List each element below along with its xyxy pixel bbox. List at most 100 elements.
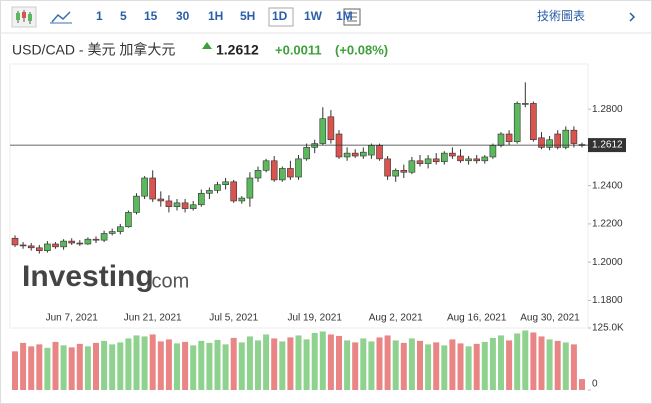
candle-body <box>359 151 367 157</box>
candle-body <box>368 145 375 156</box>
candle-body <box>562 129 570 148</box>
volume-bar <box>206 342 213 390</box>
volume-bar <box>465 346 472 390</box>
candle-body <box>473 158 481 162</box>
volume-bar <box>190 345 197 390</box>
volume-bar <box>109 344 116 390</box>
last-price-box <box>588 138 626 153</box>
volume-bar <box>20 342 27 390</box>
candle-body <box>52 243 59 248</box>
change-pct: (+0.08%) <box>335 42 388 57</box>
volume-bar <box>44 347 51 390</box>
volume-bar <box>84 346 91 390</box>
interval-button[interactable]: 1 <box>96 9 103 23</box>
candle-body <box>481 156 489 162</box>
x-tick-label: Jul 5, 2021 <box>209 313 258 324</box>
chevron[interactable] <box>629 12 636 22</box>
chart-button[interactable]: 技術圖表 <box>537 9 585 23</box>
candle-body <box>489 145 497 158</box>
candle-body <box>198 192 205 206</box>
volume-bar <box>319 331 326 390</box>
up-arrow <box>202 42 212 49</box>
volume-bar <box>238 342 245 390</box>
candle-body <box>521 103 529 105</box>
watermark-suffix: .com <box>146 270 189 292</box>
interval-button[interactable]: 1W <box>304 9 323 23</box>
volume-bar <box>311 332 318 390</box>
interval-button[interactable]: 1M <box>336 9 353 23</box>
candle-body <box>214 184 221 191</box>
x-tick-label: Aug 16, 2021 <box>447 313 507 324</box>
candle-body <box>570 129 578 144</box>
candle-body <box>125 212 132 228</box>
toolbar-icons <box>0 6 652 34</box>
volume-bar <box>36 344 43 390</box>
candle-body <box>303 147 310 160</box>
candle-body <box>108 231 116 234</box>
x-tick-label: Aug 2, 2021 <box>369 313 423 324</box>
volume-bar <box>198 340 205 390</box>
volume-bar <box>546 339 553 390</box>
candle-body <box>432 158 440 163</box>
volume-bar <box>449 339 456 390</box>
volume-bar <box>425 344 432 390</box>
candle-body <box>230 181 237 202</box>
watermark-brand: Investing <box>22 260 154 293</box>
volume-bar <box>368 341 375 390</box>
volume-bar <box>522 330 529 390</box>
candle-body <box>157 198 165 202</box>
candle-body <box>351 152 359 157</box>
candle-body <box>424 158 432 164</box>
volume-bar <box>263 334 270 390</box>
volume-bar <box>230 337 237 390</box>
candle-body <box>287 168 294 178</box>
volume-bar <box>271 338 278 390</box>
candle-body <box>189 204 197 209</box>
y-tick-label: 1.2400 <box>592 180 623 191</box>
volume-bar <box>157 341 164 390</box>
candle-body <box>206 190 213 194</box>
candle-body <box>76 242 84 245</box>
candle-body <box>505 133 513 142</box>
volume-bar <box>473 343 480 390</box>
volume-bar <box>530 332 537 390</box>
volume-bar <box>336 335 342 390</box>
candle-body <box>117 226 124 232</box>
candle-body <box>60 240 67 248</box>
candle-body <box>181 202 189 209</box>
interval-button[interactable]: 15 <box>144 9 158 23</box>
change: +0.0011 <box>275 42 322 57</box>
volume-bar <box>506 340 513 390</box>
interval-button[interactable]: 5 <box>120 9 127 23</box>
candle-body <box>408 160 416 173</box>
interval-button[interactable]: 1D <box>272 9 288 23</box>
volume-bar <box>133 335 140 390</box>
volume-bar <box>376 337 383 390</box>
y-tick-label: 1.2200 <box>592 219 623 230</box>
volume-bar <box>352 342 359 390</box>
selected-interval <box>268 7 294 27</box>
symbol: USD/CAD - 美元 加拿大元 <box>12 42 175 58</box>
candle-body <box>295 158 302 178</box>
line-icon[interactable] <box>51 11 71 23</box>
candle-body <box>222 181 229 185</box>
candle-body <box>246 177 254 199</box>
volume-bar <box>165 339 172 390</box>
interval-button[interactable]: 1H <box>208 9 223 23</box>
interval-button[interactable]: 30 <box>176 9 190 23</box>
candle-body <box>11 237 19 246</box>
volume-bar <box>392 340 399 390</box>
volume-bar <box>101 340 108 390</box>
volume-bar <box>481 341 488 390</box>
volume-bar <box>141 336 148 390</box>
candle-body <box>319 118 327 144</box>
volume-bar <box>255 340 261 390</box>
candle-body <box>100 233 108 241</box>
interval-button[interactable]: 5H <box>240 9 255 23</box>
candle-body <box>19 244 27 247</box>
x-tick-label: Aug 30, 2021 <box>520 313 580 324</box>
candle-body <box>513 103 521 142</box>
volume-bar <box>417 340 423 390</box>
